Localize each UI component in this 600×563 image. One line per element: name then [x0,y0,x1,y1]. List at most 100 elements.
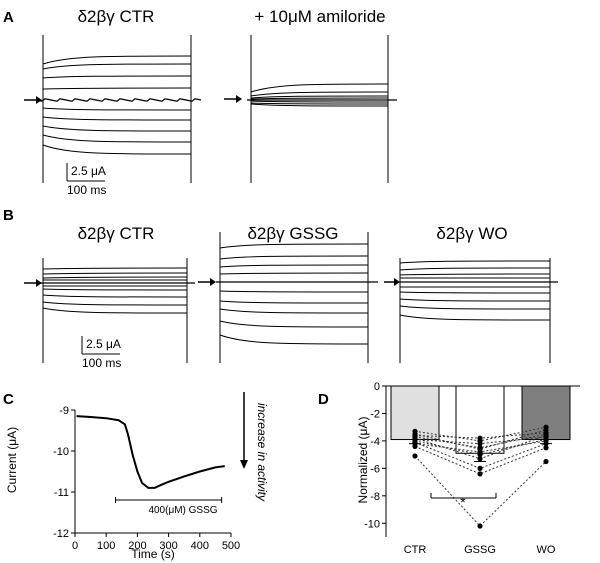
chart-c-series-line [76,415,225,489]
chart-d-point [543,438,549,444]
current-trace [219,320,369,328]
traces-b-wo [396,258,558,363]
chart-d-paired-line [414,429,547,450]
current-trace [42,107,192,111]
chart-d-paired-line [414,445,547,475]
scalebar-b [81,336,120,355]
chart-d-point [477,456,483,462]
chart-d-point [543,458,549,465]
chart-d-paired-line [414,455,547,527]
chart-d-y-tick-label: -10 [364,518,380,530]
panel-b-title-ctr: δ2βγ CTR [78,224,155,243]
current-trace [42,75,192,79]
chart-d-category-label: CTR [404,544,427,556]
panel-b-title-wo: δ2βγ WO [436,224,507,243]
current-trace [250,83,389,93]
chart-c-x-tick-label: 0 [72,540,78,552]
current-trace [219,272,369,275]
chart-d-y-tick-label: -2 [370,408,380,420]
chart-d-point [477,435,483,441]
chart-d: Normalized (μA) * 0 -2 -4 -6 -8 -10 CTR GSSG WO [356,381,580,556]
chart-d-paired-line [414,441,547,469]
chart-d-significance: * [460,494,466,510]
current-trace [250,102,389,105]
current-trace [219,300,369,304]
chart-d-point [412,453,418,459]
chart-c-y-tick-label: -11 [54,487,69,499]
current-trace [42,134,192,143]
current-trace [399,298,551,302]
chart-c-x-tick-label: 300 [159,540,177,552]
current-trace [42,87,192,90]
arrow-icon [24,96,42,104]
chart-c-x-tick-label: 500 [222,540,240,552]
current-trace [42,288,188,291]
chart-c-annotation-activity: increase in activity [255,403,269,502]
chart-d-point [477,445,483,451]
current-trace [399,267,551,271]
current-trace [219,243,369,249]
panel-b-title-gssg: δ2βγ GSSG [247,224,338,243]
traces-b-gssg [216,232,378,363]
current-trace [399,305,551,310]
chart-d-point [477,441,483,447]
current-trace [219,264,369,268]
current-trace [219,308,369,314]
current-trace [42,116,192,121]
chart-c-x-tick-label: 200 [128,540,146,552]
current-trace [42,144,192,155]
chart-d-point [477,465,483,471]
baseline-trace [38,98,202,102]
chart-d-point [477,449,483,455]
scalebar-b-current: 2.5 μA [86,337,121,351]
traces-a-ctr [38,35,202,183]
traces-a-amiloride [247,35,397,183]
traces-b-ctr [39,258,195,363]
current-trace [250,97,389,100]
current-trace [250,95,389,99]
chart-d-point [477,471,483,477]
panel-letter-a: A [3,9,14,26]
current-trace [250,100,389,103]
current-trace [42,301,188,306]
chart-d-y-tick-label: 0 [374,381,380,393]
current-trace [42,272,188,275]
panel-a-title-amiloride: + 10μM amiloride [254,7,385,26]
current-trace [219,290,369,293]
panel-letter-b: B [3,207,14,224]
chart-c-annotation-gssg: 400(μM) GSSG [148,505,217,516]
arrow-icon [24,279,42,287]
chart-c-y-tick-label: -10 [53,446,69,458]
chart-d-y-tick-label: -4 [370,436,380,448]
chart-c-x-tick-label: 400 [191,540,209,552]
chart-c-y-tick-label: -9 [59,405,69,417]
chart-d-ylabel: Normalized (μA) [356,417,370,504]
chart-c: Current (μA) Time (s) increase in activi… [5,392,269,561]
activity-arrowhead-icon [240,460,248,469]
current-trace [219,334,369,345]
current-trace [219,255,369,260]
current-trace [42,307,188,314]
current-trace [250,91,389,97]
chart-c-ylabel: Current (μA) [5,427,19,493]
current-trace [399,291,551,294]
current-trace [42,125,192,132]
current-trace [42,294,188,298]
scalebar-b-time: 100 ms [82,356,121,370]
chart-c-x-tick-label: 100 [97,540,115,552]
chart-d-point [477,523,483,529]
panel-letter-d: D [318,391,329,408]
panel-a-title-ctr: δ2βγ CTR [78,7,155,26]
current-trace [399,273,551,276]
chart-c-xlabel: Time (s) [131,547,175,561]
current-trace [399,260,551,264]
chart-d-category-label: WO [537,544,556,556]
chart-d-y-tick-label: -6 [370,463,380,475]
current-trace [42,63,192,70]
chart-d-category-label: GSSG [464,544,496,556]
current-trace [399,314,551,321]
scalebar-a [66,163,105,182]
chart-d-y-tick-label: -8 [370,491,380,503]
current-trace [42,267,188,270]
